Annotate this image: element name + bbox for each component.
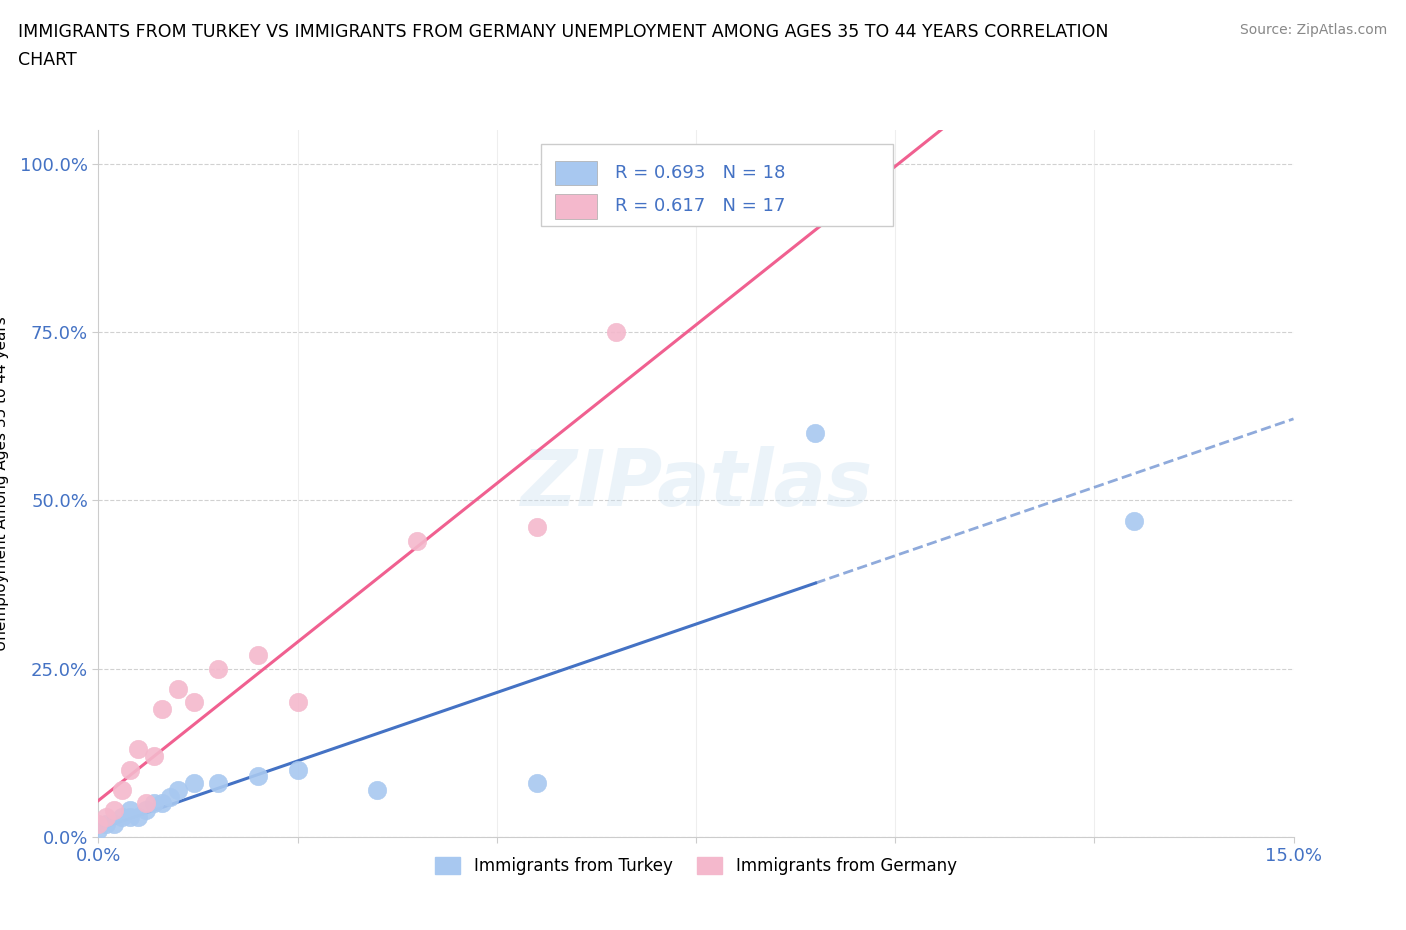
- Point: [1123, 513, 1146, 528]
- Point: [120, 803, 142, 817]
- Point: [150, 796, 173, 811]
- Point: [127, 742, 149, 757]
- Point: [96, 809, 118, 824]
- Point: [111, 782, 134, 797]
- Point: [143, 796, 166, 811]
- Point: [159, 790, 181, 804]
- Point: [111, 809, 134, 824]
- Point: [605, 325, 627, 339]
- Point: [143, 749, 166, 764]
- Point: [103, 817, 125, 831]
- Text: CHART: CHART: [18, 51, 77, 69]
- Text: ZIPatlas: ZIPatlas: [520, 445, 872, 522]
- Point: [96, 817, 118, 831]
- Text: R = 0.693   N = 18: R = 0.693 N = 18: [614, 164, 785, 181]
- Point: [183, 776, 205, 790]
- Legend: Immigrants from Turkey, Immigrants from Germany: Immigrants from Turkey, Immigrants from …: [429, 850, 963, 882]
- Point: [406, 534, 429, 549]
- FancyBboxPatch shape: [555, 193, 596, 219]
- Point: [366, 782, 388, 797]
- Point: [207, 661, 229, 676]
- Point: [127, 809, 149, 824]
- Point: [246, 648, 269, 663]
- Point: [150, 701, 173, 716]
- Y-axis label: Unemployment Among Ages 35 to 44 years: Unemployment Among Ages 35 to 44 years: [0, 316, 8, 651]
- Point: [183, 695, 205, 710]
- Point: [526, 776, 548, 790]
- Point: [526, 520, 548, 535]
- Point: [804, 426, 827, 441]
- Point: [167, 782, 190, 797]
- Point: [135, 803, 157, 817]
- Point: [87, 823, 110, 838]
- Point: [167, 682, 190, 697]
- Point: [87, 817, 110, 831]
- Point: [246, 769, 269, 784]
- Text: IMMIGRANTS FROM TURKEY VS IMMIGRANTS FROM GERMANY UNEMPLOYMENT AMONG AGES 35 TO : IMMIGRANTS FROM TURKEY VS IMMIGRANTS FRO…: [18, 23, 1109, 41]
- Point: [135, 796, 157, 811]
- Text: Source: ZipAtlas.com: Source: ZipAtlas.com: [1240, 23, 1388, 37]
- Point: [120, 809, 142, 824]
- Point: [103, 803, 125, 817]
- FancyBboxPatch shape: [541, 144, 893, 226]
- Text: R = 0.617   N = 17: R = 0.617 N = 17: [614, 197, 785, 215]
- Point: [120, 763, 142, 777]
- Point: [287, 695, 309, 710]
- Point: [287, 763, 309, 777]
- Point: [207, 776, 229, 790]
- FancyBboxPatch shape: [555, 161, 596, 185]
